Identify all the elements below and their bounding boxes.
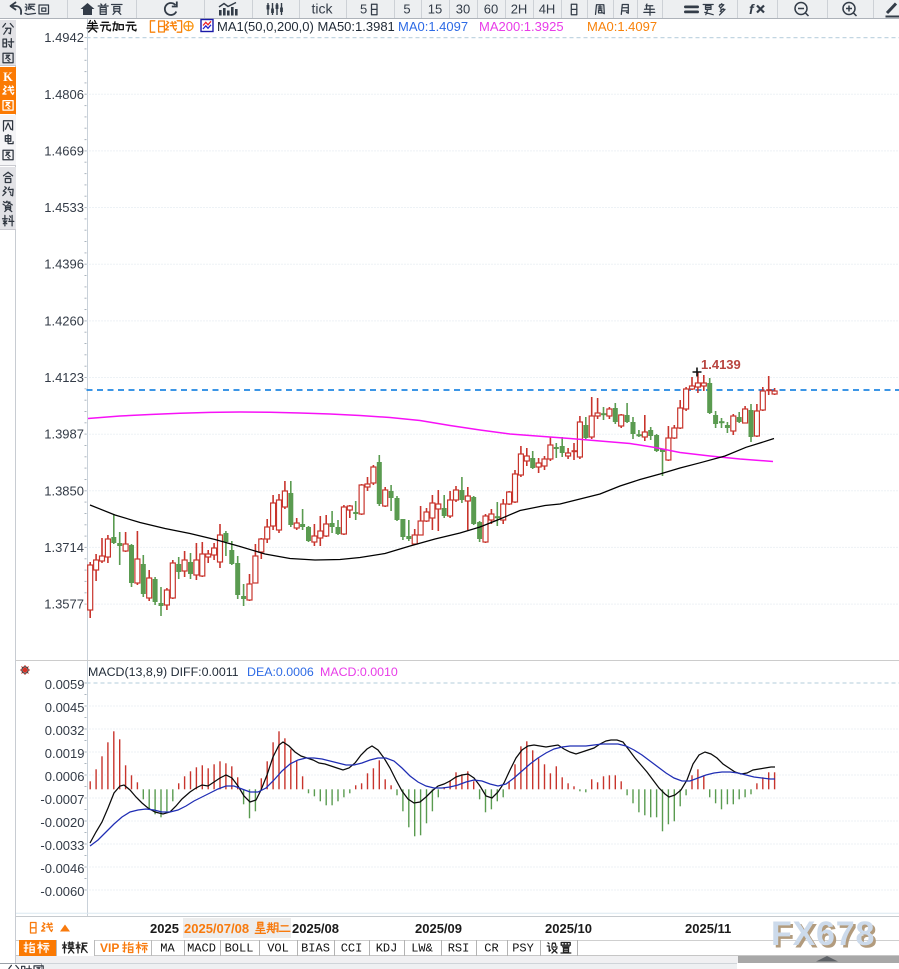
svg-text:CCI: CCI bbox=[341, 942, 363, 956]
svg-text:1.4942: 1.4942 bbox=[44, 30, 84, 45]
svg-text:1.4139: 1.4139 bbox=[701, 357, 741, 372]
svg-text:2025/07/08: 2025/07/08 bbox=[184, 921, 249, 936]
svg-text:CR: CR bbox=[484, 942, 498, 956]
svg-text:1.3714: 1.3714 bbox=[44, 540, 84, 555]
svg-text:2025/10: 2025/10 bbox=[545, 921, 592, 936]
svg-text:VOL: VOL bbox=[267, 942, 289, 956]
svg-text:-0.0007: -0.0007 bbox=[40, 792, 84, 807]
svg-text:1.4396: 1.4396 bbox=[44, 257, 84, 272]
svg-text:LW&: LW& bbox=[411, 942, 433, 956]
svg-text:2025/11: 2025/11 bbox=[685, 921, 731, 936]
svg-text:BOLL: BOLL bbox=[225, 942, 254, 956]
svg-text:MACD(13,8,9) DIFF:0.0011: MACD(13,8,9) DIFF:0.0011 bbox=[88, 665, 239, 679]
svg-text:4H: 4H bbox=[539, 2, 556, 17]
svg-text:0.0019: 0.0019 bbox=[45, 746, 85, 761]
svg-text:MACD: MACD bbox=[187, 942, 216, 956]
svg-text:1.4669: 1.4669 bbox=[44, 143, 84, 158]
svg-text:f: f bbox=[749, 1, 755, 17]
svg-text:0.0032: 0.0032 bbox=[45, 723, 85, 738]
svg-text:60: 60 bbox=[484, 2, 498, 17]
svg-text:2H: 2H bbox=[511, 2, 528, 17]
svg-text:0.0059: 0.0059 bbox=[45, 677, 85, 692]
svg-text:-0.0046: -0.0046 bbox=[40, 861, 84, 876]
svg-text:30: 30 bbox=[456, 2, 470, 17]
svg-text:MA200:1.3925: MA200:1.3925 bbox=[479, 19, 564, 34]
svg-text:FX678: FX678 bbox=[774, 918, 878, 956]
svg-text:MA1(50,0,200,0) MA50:1.3981: MA1(50,0,200,0) MA50:1.3981 bbox=[217, 19, 395, 34]
svg-text:5: 5 bbox=[360, 2, 367, 17]
svg-text:1.4260: 1.4260 bbox=[44, 313, 84, 328]
svg-text:15: 15 bbox=[428, 2, 442, 17]
svg-text:1.4806: 1.4806 bbox=[44, 87, 84, 102]
svg-text:MA: MA bbox=[160, 942, 175, 956]
svg-text:MA0:1.4097: MA0:1.4097 bbox=[587, 19, 657, 34]
svg-text:tick: tick bbox=[312, 1, 334, 17]
svg-text:2025/09: 2025/09 bbox=[415, 921, 462, 936]
svg-text:-0.0033: -0.0033 bbox=[40, 838, 84, 853]
svg-text:1.3850: 1.3850 bbox=[44, 483, 84, 498]
svg-text:RSI: RSI bbox=[448, 942, 470, 956]
svg-text:DEA:0.0006: DEA:0.0006 bbox=[247, 665, 314, 679]
svg-text:1.3577: 1.3577 bbox=[44, 597, 84, 612]
svg-text:2025/08: 2025/08 bbox=[292, 921, 339, 936]
svg-text:1.4533: 1.4533 bbox=[44, 200, 84, 215]
svg-text:0.0045: 0.0045 bbox=[45, 700, 85, 715]
svg-text:KDJ: KDJ bbox=[376, 942, 398, 956]
svg-text:-0.0020: -0.0020 bbox=[40, 815, 84, 830]
svg-text:2025: 2025 bbox=[150, 921, 179, 936]
svg-text:5: 5 bbox=[403, 2, 410, 17]
svg-text:-0.0060: -0.0060 bbox=[40, 884, 84, 899]
svg-text:K: K bbox=[3, 70, 13, 84]
svg-text:0.0006: 0.0006 bbox=[45, 769, 85, 784]
svg-text:1.3987: 1.3987 bbox=[44, 427, 84, 442]
svg-text:MA0:1.4097: MA0:1.4097 bbox=[398, 19, 468, 34]
svg-text:MACD:0.0010: MACD:0.0010 bbox=[320, 665, 398, 679]
svg-text:FX678: FX678 bbox=[771, 915, 875, 953]
svg-text:VIP: VIP bbox=[100, 941, 119, 955]
svg-text:PSY: PSY bbox=[512, 942, 534, 956]
svg-text:BIAS: BIAS bbox=[301, 942, 330, 956]
svg-text:1.4123: 1.4123 bbox=[44, 370, 84, 385]
